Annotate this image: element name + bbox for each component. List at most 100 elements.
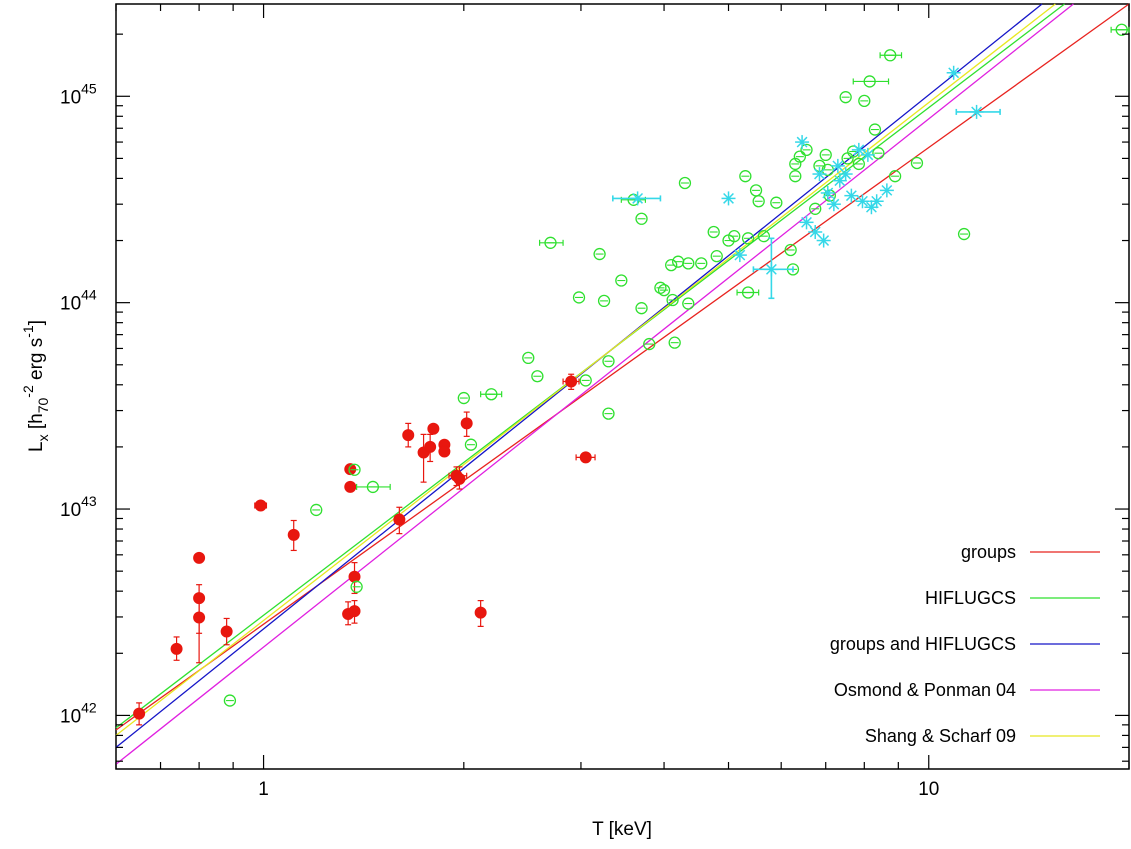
point-s0-21 [453, 466, 466, 490]
point-s2-19 [869, 194, 884, 209]
point-s0-10 [348, 562, 361, 595]
point-s0-7 [287, 519, 300, 552]
point-s1-36 [739, 170, 752, 183]
point-s1-1 [310, 503, 323, 517]
marker-asterisk-stroke [971, 106, 983, 118]
marker-filled-circle [427, 422, 440, 435]
marker-open-circle [770, 196, 783, 209]
point-s1-13 [593, 247, 606, 261]
point-s2-1 [721, 191, 736, 206]
marker-asterisk-stroke [871, 195, 883, 207]
fit-line-4 [115, 3, 1056, 736]
marker-open-circle [668, 336, 681, 349]
x-axis-title: T [keV] [592, 819, 652, 840]
marker-filled-circle [170, 642, 183, 655]
marker-asterisk-stroke [801, 216, 812, 228]
marker-filled-circle [348, 605, 361, 618]
point-s1-47 [793, 150, 806, 163]
marker-open-circle [784, 243, 797, 257]
point-s1-3 [350, 580, 363, 593]
y-tick-label-0: 1042 [60, 699, 97, 727]
point-s1-31 [695, 257, 708, 270]
point-s2-10 [826, 197, 841, 212]
marker-asterisk-stroke [862, 149, 874, 161]
point-s1-12 [579, 374, 592, 387]
point-s1-14 [597, 294, 611, 308]
marker-open-circle [739, 170, 752, 183]
legend-label-2: groups and HIFLUGCS [830, 634, 1016, 654]
y-tick-label-1: 1043 [60, 493, 97, 521]
point-s1-8 [522, 351, 535, 365]
point-s1-0 [223, 694, 237, 707]
marker-filled-circle [133, 707, 146, 720]
point-s1-63 [888, 170, 902, 183]
point-s0-19 [438, 445, 451, 458]
marker-open-circle [579, 374, 592, 387]
marker-filled-circle [344, 463, 357, 476]
point-s0-2 [193, 551, 206, 564]
point-s2-3 [752, 237, 794, 300]
marker-open-circle [597, 294, 611, 308]
point-s1-43 [784, 243, 797, 257]
point-s2-9 [820, 185, 835, 200]
marker-filled-circle [287, 528, 300, 541]
marker-open-circle [910, 156, 924, 170]
point-s2-4 [795, 135, 810, 150]
point-s2-2 [732, 248, 747, 263]
point-s1-49 [809, 202, 822, 215]
point-s2-0 [612, 191, 662, 206]
marker-asterisk-stroke [734, 249, 746, 261]
marker-open-circle [800, 143, 813, 157]
point-s0-13 [393, 506, 406, 535]
point-s0-12 [348, 600, 361, 624]
marker-open-circle [809, 202, 822, 215]
point-s1-62 [879, 49, 903, 62]
marker-open-circle [757, 230, 770, 243]
point-s0-16 [424, 433, 437, 463]
marker-asterisk-stroke [853, 144, 865, 156]
point-s2-21 [946, 65, 961, 80]
point-s1-19 [635, 212, 648, 225]
marker-open-circle [485, 388, 498, 401]
marker-open-circle [635, 302, 648, 315]
point-s1-59 [852, 75, 890, 88]
marker-filled-circle [402, 429, 415, 442]
point-s2-17 [860, 147, 875, 162]
marker-filled-circle [254, 499, 267, 512]
marker-filled-circle [565, 375, 578, 388]
point-s0-6 [254, 499, 268, 512]
point-s2-7 [812, 167, 827, 182]
marker-asterisk-stroke [857, 195, 868, 207]
point-s1-58 [858, 94, 871, 108]
marker-filled-circle [453, 472, 466, 485]
marker-open-circle [602, 407, 615, 420]
point-s1-64 [910, 156, 924, 170]
point-s1-11 [572, 291, 586, 304]
point-s1-30 [682, 297, 695, 310]
point-s1-46 [789, 170, 802, 183]
point-s1-23 [657, 283, 671, 297]
point-s1-48 [800, 143, 813, 157]
point-s1-25 [666, 293, 679, 307]
point-s1-54 [839, 91, 852, 104]
marker-asterisk-stroke [814, 168, 825, 180]
fit-line-0 [115, 3, 1130, 731]
marker-open-circle [752, 195, 765, 208]
point-s0-15 [417, 433, 430, 483]
marker-open-circle [665, 258, 678, 272]
fit-lines-layer [115, 3, 1130, 765]
marker-filled-circle [438, 445, 451, 458]
point-s1-22 [654, 281, 667, 294]
marker-filled-circle [193, 611, 206, 624]
point-s1-15 [602, 355, 615, 368]
legend: groups HIFLUGCS groups and HIFLUGCS Osmond … [830, 542, 1100, 746]
marker-open-circle [522, 351, 535, 365]
point-s0-4 [193, 600, 206, 634]
marker-asterisk-stroke [840, 168, 852, 180]
point-s2-20 [879, 183, 894, 198]
marker-open-circle [223, 694, 237, 707]
marker-asterisk-stroke [845, 190, 857, 202]
point-s2-5 [799, 215, 814, 230]
marker-open-circle [654, 281, 667, 294]
